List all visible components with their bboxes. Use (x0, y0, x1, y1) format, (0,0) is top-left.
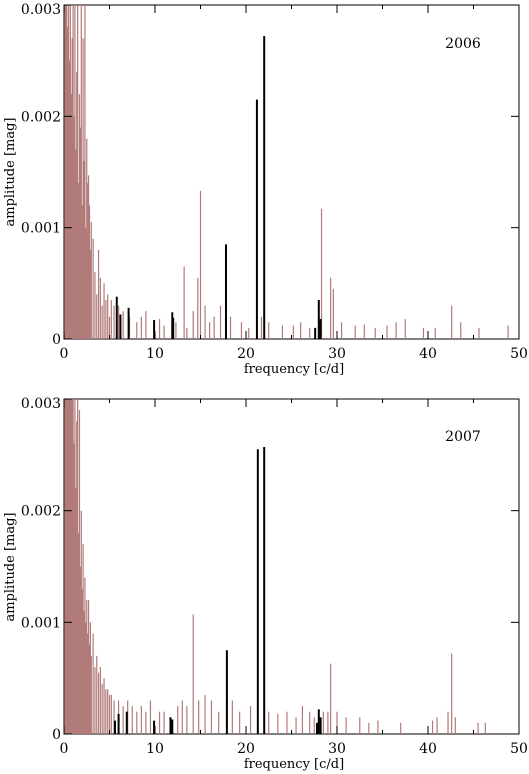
x-tick-label: 20 (237, 346, 255, 362)
y-tick-label: 0 (52, 727, 61, 743)
ticks-group: 0 10 20 30 40 50 0 0.001 0.002 0.003 (21, 2, 528, 362)
y-tick-label: 0.003 (21, 396, 61, 412)
x-tick-label: 50 (510, 346, 528, 362)
x-tick-label: 0 (60, 741, 69, 757)
year-label: 2007 (445, 429, 481, 445)
x-tick-label: 10 (146, 741, 164, 757)
x-axis-label: frequency [c/d] (244, 757, 344, 772)
ticks-group: 0 10 20 30 40 50 0 0.001 0.002 0.003 (21, 396, 528, 757)
bars-group (64, 5, 509, 339)
y-tick-label: 0.003 (21, 2, 61, 18)
y-tick-label: 0.001 (21, 615, 61, 631)
y-tick-label: 0 (52, 332, 61, 348)
x-tick-label: 20 (237, 741, 255, 757)
year-label: 2006 (445, 36, 481, 52)
plot-frame (63, 398, 520, 735)
x-tick-label: 50 (510, 741, 528, 757)
y-axis-label: amplitude [mag] (3, 117, 18, 226)
x-tick-label: 40 (419, 741, 437, 757)
x-axis-label: frequency [c/d] (244, 362, 344, 377)
x-tick-label: 10 (146, 346, 164, 362)
spectrum-panel-2006: 0 10 20 30 40 50 0 0.001 0.002 0.003 2006 frequen… (3, 2, 528, 377)
y-tick-label: 0.002 (21, 504, 61, 520)
x-tick-label: 40 (419, 346, 437, 362)
x-tick-label: 30 (328, 741, 346, 757)
y-tick-label: 0.001 (21, 221, 61, 237)
y-axis-label: amplitude [mag] (3, 512, 18, 621)
y-tick-label: 0.002 (21, 109, 61, 125)
spectrum-panel-2007: 0 10 20 30 40 50 0 0.001 0.002 0.003 2007 frequen… (3, 396, 528, 772)
plot-frame (63, 4, 520, 340)
x-tick-label: 0 (60, 346, 69, 362)
x-tick-label: 30 (328, 346, 346, 362)
bars-group (64, 399, 486, 734)
